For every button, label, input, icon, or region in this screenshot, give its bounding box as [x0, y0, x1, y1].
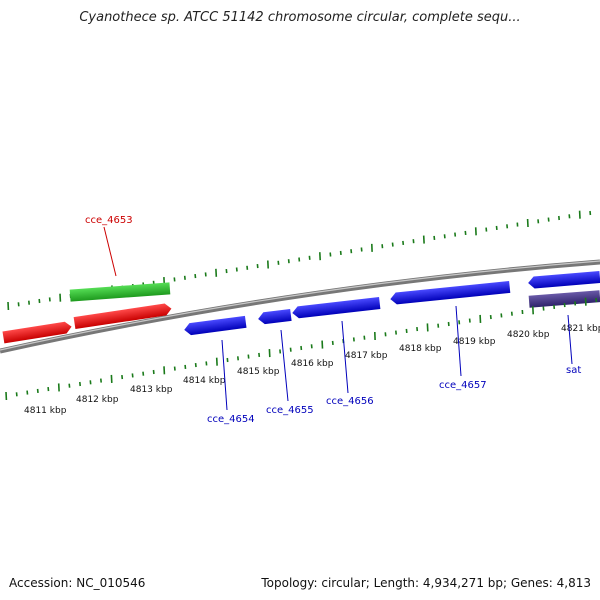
gene-cce-4654[interactable] [183, 315, 247, 336]
leader-cce-4653 [103, 226, 117, 277]
scale-label-4818: 4818 kbp [399, 344, 442, 354]
scale-label-4812: 4812 kbp [76, 395, 119, 405]
leader-cce-4654 [221, 339, 228, 411]
label-cce-4653[interactable]: cce_4653 [85, 215, 133, 226]
scale-label-4816: 4816 kbp [291, 359, 334, 369]
leader-sat [567, 314, 573, 365]
gene-left-red-2[interactable] [73, 303, 173, 330]
label-sat[interactable]: sat [566, 365, 581, 376]
gene-cce-4653[interactable] [69, 282, 171, 302]
map-title: Cyanothece sp. ATCC 51142 chromosome cir… [79, 10, 521, 25]
genome-summary-text: Topology: circular; Length: 4,934,271 bp… [261, 576, 591, 590]
gene-sat[interactable] [528, 290, 600, 308]
scale-label-4819: 4819 kbp [453, 337, 496, 347]
gene-left-red-1[interactable] [2, 321, 72, 344]
scale-label-4820: 4820 kbp [507, 330, 550, 340]
label-cce-4654[interactable]: cce_4654 [207, 414, 255, 425]
leader-cce-4657 [455, 305, 462, 377]
inner-tick-track [5, 297, 598, 401]
chromosome-backbone [0, 259, 600, 354]
scale-label-4821: 4821 kbp [561, 324, 600, 334]
leader-cce-4656 [341, 320, 349, 394]
leader-cce-4655 [280, 329, 289, 402]
gene-cce-4657[interactable] [390, 280, 511, 305]
gene-right-blue[interactable] [528, 271, 600, 289]
scale-label-4813: 4813 kbp [130, 385, 173, 395]
scale-label-4811: 4811 kbp [24, 406, 67, 416]
label-cce-4655[interactable]: cce_4655 [266, 405, 314, 416]
gene-cce-4655[interactable] [257, 308, 292, 325]
accession-text: Accession: NC_010546 [9, 576, 146, 590]
label-cce-4656[interactable]: cce_4656 [326, 396, 374, 407]
backbone-highlight [0, 260, 600, 351]
scale-label-4817: 4817 kbp [345, 351, 388, 361]
label-cce-4657[interactable]: cce_4657 [439, 380, 487, 391]
scale-label-4814: 4814 kbp [183, 376, 226, 386]
gene-cce-4656[interactable] [292, 297, 381, 319]
scale-label-4815: 4815 kbp [237, 367, 280, 377]
